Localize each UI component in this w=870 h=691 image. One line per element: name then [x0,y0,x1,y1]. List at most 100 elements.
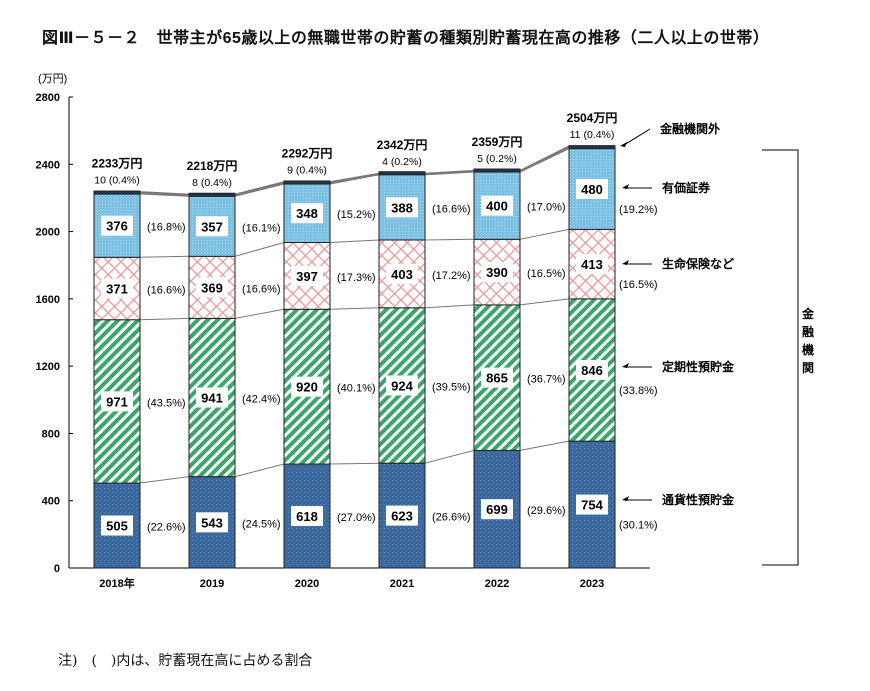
connector-line [234,242,285,257]
outside-label: 9 (0.4%) [287,164,327,176]
connector-line [139,191,190,197]
legend-label: 金融機関外 [659,121,720,136]
bar-segment [188,192,236,197]
value-label-box [291,265,323,286]
percent-label: (42.4%) [242,394,281,406]
value-label-box [386,505,418,526]
outside-label: 11 (0.4%) [570,129,615,141]
percent-label: (16.6%) [432,203,471,215]
value-label-box [196,216,228,237]
value-label: 754 [581,498,603,513]
bracket-label: 金融機関 [801,306,815,375]
connector-line [139,193,190,197]
value-label-box [481,195,513,216]
y-tick-label: 2400 [36,159,60,171]
value-label: 400 [486,199,508,214]
value-label-box [386,375,418,396]
bracket [762,149,799,566]
footnote: 注) ( )内は、貯蓄現在高に占める割合 [58,653,313,669]
value-label-box [291,506,323,527]
legend-label: 通貨性預貯金 [662,492,735,507]
y-tick-label: 800 [42,428,60,440]
percent-label: (40.1%) [337,383,376,395]
percent-label: (29.6%) [527,505,566,517]
value-label: 846 [581,363,603,378]
total-label: 2504万円 [567,111,618,125]
y-tick-label: 1600 [36,294,60,306]
value-label: 357 [201,219,223,234]
connector-line [424,449,475,464]
bar-segment [473,168,521,173]
total-label: 2218万円 [187,159,238,173]
value-label-box [386,263,418,284]
x-tick-label: 2021 [390,578,414,590]
arrow-head-icon [622,363,629,368]
bar-segment [568,145,616,150]
value-label-box [101,515,133,536]
connector-line [139,255,190,258]
x-tick-label: 2023 [580,578,604,590]
connector-line [424,304,475,309]
bar-segment [93,190,141,195]
total-label: 2359万円 [472,135,523,149]
percent-label: (36.7%) [527,374,566,386]
y-tick-label: 1200 [36,361,60,373]
connector-line [329,307,380,310]
legend-label: 定期性預貯金 [662,359,735,374]
percent-label: (16.5%) [619,279,658,291]
percent-label: (16.6%) [242,283,281,295]
x-tick-label: 2022 [485,578,509,590]
value-label-box [101,215,133,236]
x-tick-label: 2018年 [99,576,134,590]
value-label-box [576,494,608,515]
value-label-box [101,391,133,412]
value-label: 543 [201,515,223,530]
connector-line [519,145,570,173]
y-axis-unit: (万円) [38,73,67,85]
value-label: 388 [391,200,413,215]
value-label-box [576,360,608,381]
value-label: 865 [486,371,508,386]
connector-line [519,440,570,451]
connector-line [139,476,190,484]
value-label: 397 [296,269,318,284]
connector-line [234,183,285,197]
legend-label: 生命保険など [662,256,734,271]
connector-line [139,317,190,321]
arrow-head-icon [622,496,629,501]
connector-line [329,239,380,244]
percent-label: (22.6%) [147,522,186,534]
connector-line [519,298,570,306]
value-label: 699 [486,502,508,517]
value-label: 623 [391,509,413,524]
value-label-box [196,277,228,298]
value-label-box [481,367,513,388]
connector-line [329,462,380,465]
bar-segment [378,171,426,176]
total-label: 2292万円 [282,146,333,160]
percent-label: (27.0%) [337,512,376,524]
percent-label: (39.5%) [432,381,471,393]
value-label-box [481,499,513,520]
outside-label: 10 (0.4%) [94,174,140,186]
value-label: 618 [296,509,318,524]
percent-label: (17.2%) [432,270,471,282]
value-label: 920 [296,380,318,395]
bar-segment [283,180,331,185]
percent-label: (24.5%) [242,518,281,530]
value-label: 403 [391,267,413,282]
value-label-box [291,203,323,224]
x-tick-label: 2020 [295,578,319,590]
value-label: 924 [391,378,413,393]
y-tick-label: 2800 [36,92,60,104]
outside-label: 8 (0.4%) [192,177,232,189]
value-label-box [196,387,228,408]
percent-label: (17.3%) [337,272,376,284]
value-label: 390 [486,265,508,280]
percent-label: (16.1%) [242,222,281,234]
percent-label: (30.1%) [619,520,658,532]
value-label: 348 [296,206,318,221]
value-label: 371 [106,282,128,297]
percent-label: (15.2%) [337,209,376,221]
